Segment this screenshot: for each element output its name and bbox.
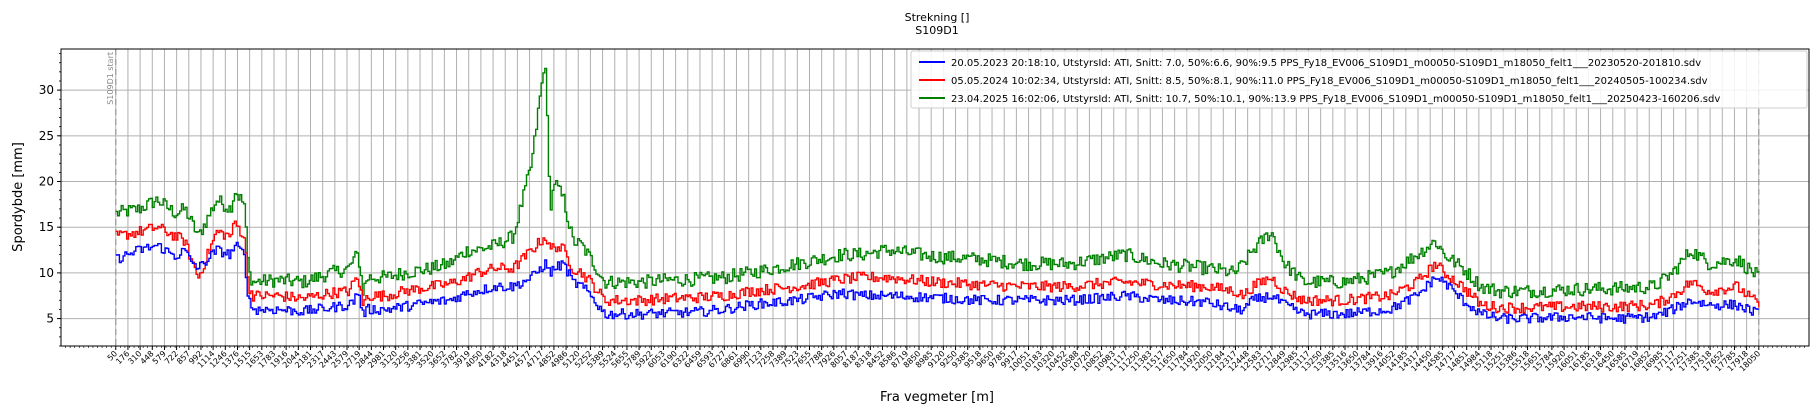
- legend: 20.05.2023 20:18:10, UtstyrsId: ATI, Sni…: [910, 50, 1808, 109]
- y-tick-label: 25: [39, 129, 54, 143]
- series-line-1: [115, 241, 1760, 324]
- y-axis-label: Spordybde [mm]: [11, 142, 26, 252]
- legend-label-2: 05.05.2024 10:02:34, UtstyrsId: ATI, Sni…: [951, 76, 1708, 87]
- y-tick-label: 5: [46, 312, 54, 326]
- series-line-3: [115, 67, 1760, 299]
- legend-frame: [910, 50, 1808, 109]
- y-axis: 5 10 15 20 25 30: [39, 53, 61, 347]
- series-lines: [115, 67, 1760, 324]
- chart-title-line2: S109D1: [915, 24, 958, 37]
- section-start-label: S109D1 start: [106, 52, 115, 105]
- y-tick-label: 15: [39, 220, 54, 234]
- plot-area: [60, 48, 1810, 347]
- y-tick-label: 30: [39, 83, 54, 97]
- legend-label-1: 20.05.2023 20:18:10, UtstyrsId: ATI, Sni…: [951, 58, 1701, 69]
- y-tick-label: 10: [39, 266, 54, 280]
- x-axis: 5017631044857972285799211141246137615151…: [65, 346, 1805, 373]
- series-line-2: [115, 220, 1760, 314]
- legend-label-3: 23.04.2025 16:02:06, UtstyrsId: ATI, Sni…: [951, 94, 1720, 105]
- chart-title-line1: Strekning []: [905, 11, 970, 24]
- y-tick-label: 20: [39, 175, 54, 189]
- x-axis-label: Fra vegmeter [m]: [880, 390, 994, 405]
- start-end-markers: S109D1 start: [106, 49, 1760, 346]
